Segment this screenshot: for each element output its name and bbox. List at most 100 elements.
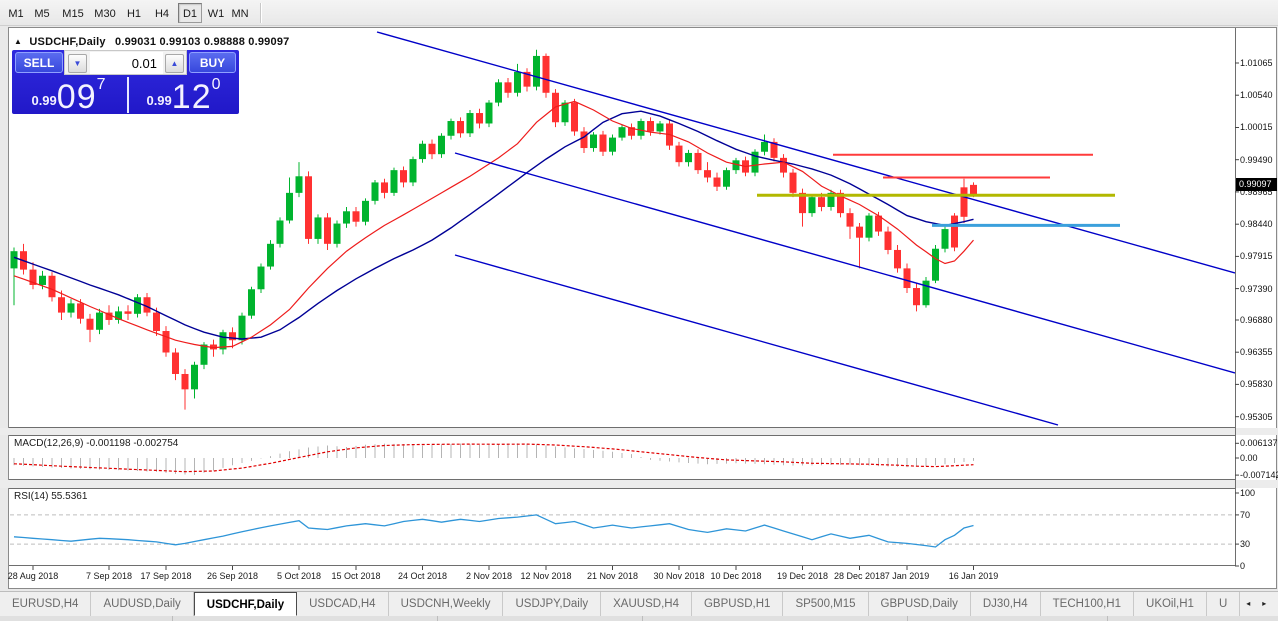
- rsi-bottom-border: [9, 565, 1236, 566]
- lot-size-control: ▼ ▲: [64, 50, 187, 75]
- buy-price-pips: 12: [171, 78, 212, 116]
- rsi-axis-label: 100: [1240, 488, 1256, 498]
- price-axis-label: 0.99490: [1240, 155, 1273, 165]
- lot-size-input[interactable]: [90, 52, 163, 74]
- chart-ohlc-header: ▲ USDCHF,Daily 0.99031 0.99103 0.98888 0…: [14, 36, 289, 48]
- price-axis-label: 0.98440: [1240, 219, 1273, 229]
- sell-price-pips: 09: [56, 78, 97, 116]
- status-strip-separator: [437, 616, 438, 621]
- date-axis-label: 19 Dec 2018: [776, 571, 829, 581]
- date-axis-label: 21 Nov 2018: [586, 571, 639, 581]
- price-axis-label: 0.96355: [1240, 347, 1273, 357]
- timeframe-button-d1[interactable]: D1: [178, 3, 202, 23]
- chart-tab-sp500-m15[interactable]: SP500,M15: [783, 592, 869, 616]
- macd-axis-label: 0.006137: [1240, 438, 1278, 448]
- price-axis-label: 1.00015: [1240, 122, 1273, 132]
- date-axis-label: 15 Oct 2018: [331, 571, 381, 581]
- macd-axis-label: -0.007142: [1240, 470, 1278, 480]
- chart-tab-u[interactable]: U: [1207, 592, 1241, 616]
- date-axis-label: 5 Oct 2018: [276, 571, 322, 581]
- chevron-down-icon: ▼: [73, 59, 82, 68]
- status-strip: [0, 616, 1278, 621]
- status-strip-separator: [1107, 616, 1108, 621]
- sell-price-point: 7: [96, 76, 106, 93]
- rsi-label: RSI(14) 55.5361: [14, 491, 88, 502]
- collapse-panel-icon[interactable]: ▲: [14, 37, 23, 46]
- chevron-up-icon: ▲: [170, 59, 179, 68]
- chart-tab-audusd-daily[interactable]: AUDUSD,Daily: [91, 592, 194, 616]
- lot-decrease-button[interactable]: ▼: [68, 54, 87, 73]
- price-axis-label: 1.01065: [1240, 58, 1273, 68]
- current-price-badge: 0.99097: [1236, 178, 1277, 191]
- date-axis-label: 10 Dec 2018: [710, 571, 762, 581]
- chart-tab-usdjpy-daily[interactable]: USDJPY,Daily: [503, 592, 602, 616]
- date-axis-label: 30 Nov 2018: [653, 571, 705, 581]
- timeframe-button-w1[interactable]: W1: [207, 8, 225, 20]
- price-axis-label: 0.97915: [1240, 251, 1273, 261]
- macd-label: MACD(12,26,9) -0.001198 -0.002754: [14, 438, 179, 449]
- timeframe-button-mn[interactable]: MN: [231, 8, 249, 20]
- chart-tab-tech100-h1[interactable]: TECH100,H1: [1041, 592, 1135, 616]
- sell-button[interactable]: SELL: [15, 52, 63, 73]
- date-axis-label: 28 Dec 2018: [833, 571, 886, 581]
- rsi-axis-label: 0: [1240, 561, 1246, 571]
- date-axis-label: 7 Jan 2019: [884, 571, 930, 581]
- chart-tab-usdcnh-weekly[interactable]: USDCNH,Weekly: [389, 592, 504, 616]
- date-axis-label: 28 Aug 2018: [7, 571, 59, 581]
- chart-tab-usdchf-daily[interactable]: USDCHF,Daily: [193, 592, 298, 616]
- timeframe-toolbar: M1 M5 M15 M30 H1 H4 D1 W1 MN: [0, 0, 1278, 26]
- price-axis-label: 1.00540: [1240, 90, 1273, 100]
- date-axis-label: 16 Jan 2019: [948, 571, 999, 581]
- main-panel-border: [9, 427, 1236, 428]
- chart-tab-gbpusd-daily[interactable]: GBPUSD,Daily: [869, 592, 971, 616]
- sell-price-prefix: 0.99: [31, 93, 57, 108]
- buy-button[interactable]: BUY: [189, 52, 236, 73]
- buy-price-point: 0: [211, 76, 221, 93]
- date-axis-label: 26 Sep 2018: [206, 571, 259, 581]
- timeframe-button-m1[interactable]: M1: [8, 8, 24, 20]
- lot-increase-button[interactable]: ▲: [165, 54, 184, 73]
- chart-tab-gbpusd-h1[interactable]: GBPUSD,H1: [692, 592, 784, 616]
- chart-tab-eurusd-h4[interactable]: EURUSD,H4: [0, 592, 92, 616]
- date-axis-label: 24 Oct 2018: [397, 571, 448, 581]
- status-strip-separator: [642, 616, 643, 621]
- date-axis-label: 2 Nov 2018: [465, 571, 513, 581]
- timeframe-button-m5[interactable]: M5: [34, 8, 50, 20]
- price-axis-label: 0.95305: [1240, 412, 1273, 422]
- chart-tab-ukoil-h1[interactable]: UKOil,H1: [1134, 592, 1207, 616]
- date-axis-label: 12 Nov 2018: [520, 571, 572, 581]
- tab-scroll-right-icon[interactable]: ▸: [1262, 599, 1267, 608]
- timeframe-button-h1[interactable]: H1: [126, 8, 142, 20]
- timeframe-button-h4[interactable]: H4: [154, 8, 170, 20]
- price-axis-label: 0.97390: [1240, 284, 1273, 294]
- price-axis-label: 0.96880: [1240, 315, 1273, 325]
- rsi-top-border: [9, 488, 1236, 489]
- timeframe-button-m30[interactable]: M30: [94, 8, 116, 20]
- chart-ohlc-values: 0.99031 0.99103 0.98888 0.99097: [115, 36, 290, 48]
- status-strip-separator: [907, 616, 908, 621]
- rsi-axis-label: 30: [1240, 539, 1251, 549]
- sell-price-display[interactable]: 0.99 09 7: [13, 76, 124, 116]
- one-click-trading-panel: SELL ▼ ▲ BUY 0.99 09 7 0.99 12 0: [12, 50, 239, 114]
- rsi-axis-label: 70: [1240, 510, 1251, 520]
- chart-symbol-label: USDCHF,Daily: [29, 36, 106, 48]
- tab-scroll-left-icon[interactable]: ◂: [1246, 599, 1251, 608]
- chart-tab-bar: EURUSD,H4 AUDUSD,Daily USDCHF,Daily USDCAD,…: [0, 591, 1278, 616]
- chart-tab-dj30-h4[interactable]: DJ30,H4: [971, 592, 1041, 616]
- timeframe-button-m15[interactable]: M15: [62, 8, 84, 20]
- macd-splitter[interactable]: [0, 428, 1278, 435]
- status-strip-separator: [172, 616, 173, 621]
- chart-tab-usdcad-h4[interactable]: USDCAD,H4: [297, 592, 389, 616]
- macd-top-border: [9, 435, 1236, 436]
- price-axis-border: [1235, 28, 1236, 566]
- macd-bottom-border: [9, 479, 1236, 480]
- buy-price-display[interactable]: 0.99 12 0: [127, 76, 238, 116]
- date-axis-label: 17 Sep 2018: [140, 571, 192, 581]
- rsi-splitter[interactable]: [0, 480, 1278, 488]
- date-axis-label: 7 Sep 2018: [85, 571, 133, 581]
- chart-tab-xauusd-h4[interactable]: XAUUSD,H4: [601, 592, 692, 616]
- macd-axis-label: 0.00: [1240, 453, 1258, 463]
- price-axis-label: 0.95830: [1240, 379, 1273, 389]
- buy-price-prefix: 0.99: [146, 93, 172, 108]
